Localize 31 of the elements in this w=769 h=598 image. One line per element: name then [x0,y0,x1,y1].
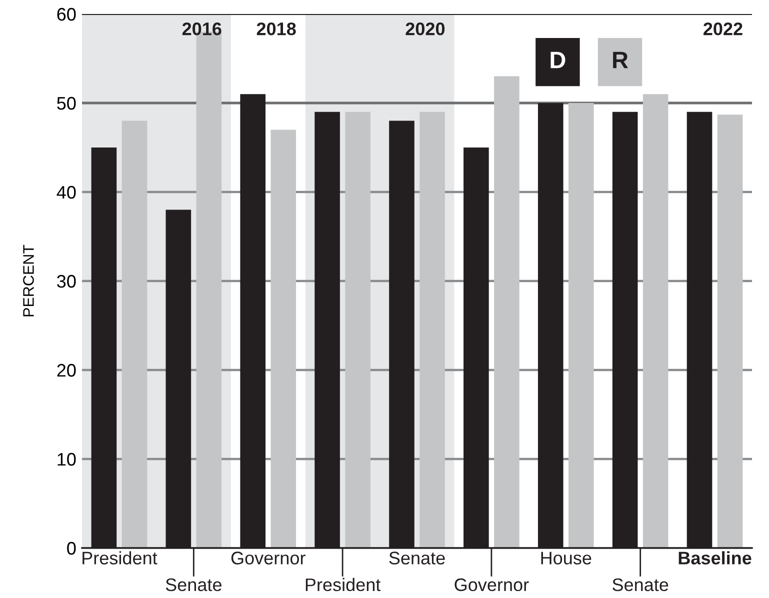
x-tick-label: President [306,578,381,592]
annotation: 2022 [704,22,742,36]
bar [122,120,148,548]
y-tick-label: 20 [57,364,76,377]
annotation: 2020 [406,22,445,36]
band-label: 2016 [182,22,222,36]
x-tick-label: House [541,552,592,564]
y-tick-label: 50 [57,96,76,110]
y-tick-label: 10 [58,452,76,466]
y-tick-label: 30 [57,274,76,288]
bar [345,112,370,548]
x-tick-label: Governor [231,552,306,564]
x-tick-label: Governor [454,578,529,592]
series-label: R [613,52,628,68]
x-tick-label: Senate [612,578,668,592]
annotation: 2018 [256,22,296,36]
x-tick-label: Senate [389,552,445,564]
bar [420,112,445,548]
bar [568,103,594,548]
y-axis-title: PERCENT [23,244,34,316]
bar [270,130,296,548]
y-tick-label: 0 [67,542,76,555]
y-tick-label: 40 [56,186,76,199]
series-label: D [550,52,566,68]
bar [494,76,520,548]
x-tick-label: President [82,551,158,564]
x-tick-label: Baseline [678,551,752,564]
bar [642,94,668,548]
x-tick-label: Senate [166,578,222,592]
bar [717,114,743,548]
y-tick-label: 60 [57,8,76,21]
